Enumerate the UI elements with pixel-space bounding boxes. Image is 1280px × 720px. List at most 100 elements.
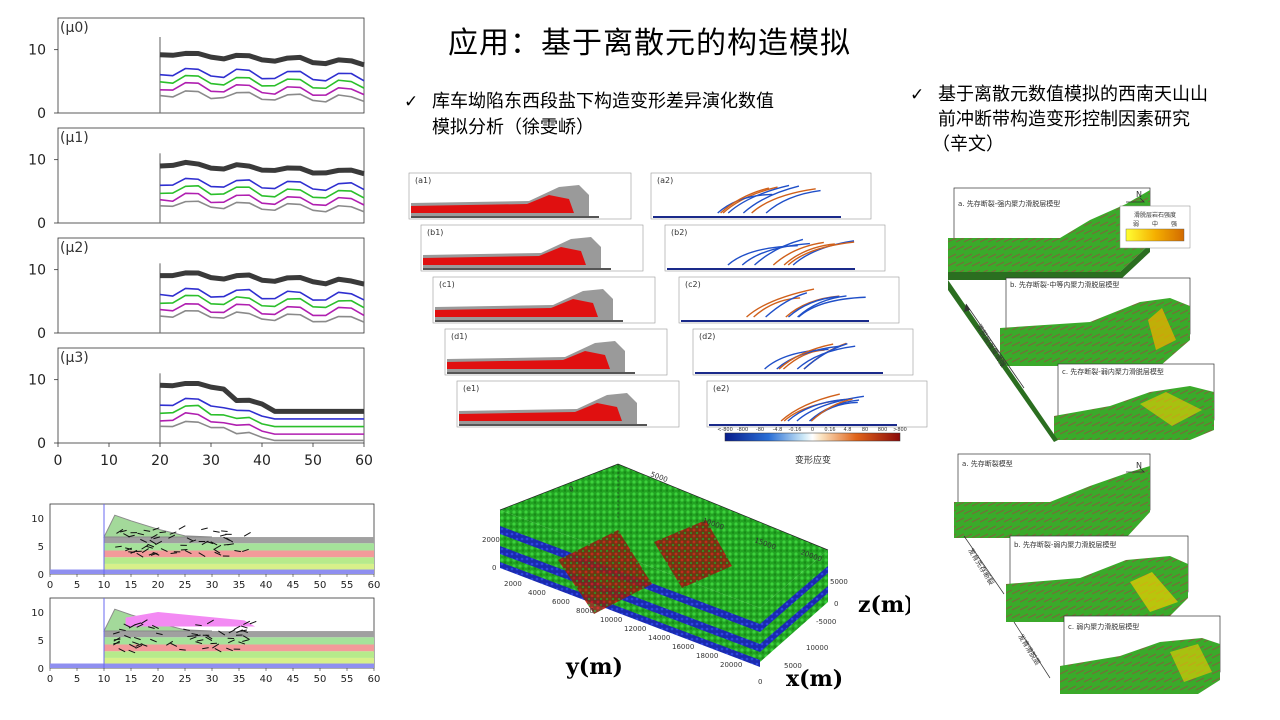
velocity-vector	[243, 531, 251, 537]
colorbar-tick: -0.16	[789, 427, 802, 433]
slide-title: 应用：基于离散元的构造模拟	[448, 26, 851, 61]
x-tick-label: 20	[152, 674, 165, 685]
velocity-vector	[155, 540, 163, 546]
strain-band	[783, 243, 835, 266]
axis-label-y: y(m)	[565, 654, 623, 680]
velocity-vector	[206, 619, 214, 625]
y-tick-label: 0	[38, 664, 44, 675]
strain-band	[798, 296, 866, 318]
bullet-right: ✓ 基于离散元数值模拟的西南天山山 前冲断带构造变形控制因素研究 （辛文）	[910, 84, 1270, 158]
velocity-vector	[124, 634, 131, 639]
velocity-vector	[151, 624, 159, 630]
sim-pink-zone	[125, 612, 256, 627]
strain-band	[727, 184, 790, 214]
front-tick-label: 14000	[648, 634, 670, 642]
side-label-faults: 发育先存断裂	[966, 546, 996, 586]
sim-panel-label: (b1)	[427, 228, 443, 237]
velocity-vector	[136, 623, 144, 628]
velocity-vector	[156, 632, 163, 636]
x-tick-label: 0	[47, 674, 53, 685]
velocity-vector	[135, 643, 143, 647]
x-tick-label: 10000	[806, 644, 828, 652]
sim-salt-red	[447, 351, 610, 369]
sim-panel-label: (c1)	[439, 280, 455, 289]
x-tick-label: 0	[47, 580, 53, 591]
north-arrow-icon	[1126, 197, 1145, 203]
x-tick-label: 60	[368, 580, 380, 591]
basement-layer	[50, 663, 374, 668]
label-block-a: a. 先存断裂-强内聚力滑脱层模型	[958, 199, 1060, 208]
legend-weak: 弱	[1133, 221, 1139, 228]
front-tick-label: 8000	[576, 607, 594, 615]
x-tick-label: 10	[98, 674, 111, 685]
velocity-vector	[226, 647, 233, 652]
velocity-vector	[168, 534, 176, 539]
velocity-vector	[150, 534, 158, 539]
velocity-vector	[189, 636, 197, 640]
strata-line	[159, 309, 365, 323]
sim-band	[104, 651, 374, 658]
velocity-vector	[234, 549, 241, 553]
front-tick-label: 18000	[696, 652, 718, 660]
sim-band	[104, 543, 374, 551]
strata-line	[159, 81, 365, 96]
y-tick-label: 5	[38, 636, 44, 647]
velocity-vector	[180, 548, 188, 551]
top-tick-label: 0	[568, 485, 575, 494]
right-bottom-figure: a. 先存断裂模型 b. 先存断裂-弱内聚力滑脱层模型 c. 弱内聚力滑脱层模型…	[954, 453, 1221, 694]
blue-layer-left-2	[500, 546, 760, 652]
strata-line	[159, 303, 365, 317]
velocity-vector	[212, 643, 220, 649]
velocity-vector	[198, 552, 206, 558]
strength-arrow-line	[965, 303, 1025, 389]
model-top-surface	[500, 464, 828, 608]
velocity-vector	[195, 624, 202, 627]
velocity-vector	[243, 620, 251, 625]
model-panel-frame	[57, 127, 365, 224]
x-tick-label: 30	[202, 453, 220, 469]
model-3d: 0500010000150002000020000200040006000800…	[482, 463, 910, 692]
sim-salt-red	[423, 247, 586, 265]
velocity-vector	[179, 648, 186, 651]
velocity-vector	[141, 548, 149, 554]
colorbar-tick: <-800	[717, 427, 733, 433]
front-tick-label: 10000	[600, 616, 622, 624]
velocity-vector	[240, 625, 248, 629]
strata-line	[159, 404, 364, 428]
velocity-vector	[159, 531, 167, 534]
legend-gradient	[1125, 228, 1185, 242]
velocity-vector	[170, 552, 178, 555]
strain-band	[746, 288, 815, 318]
velocity-vector	[113, 642, 120, 645]
label-block-c2: c. 弱内聚力滑脱层模型	[1068, 622, 1139, 631]
right-tick-label: 5000	[830, 578, 848, 586]
velocity-vector	[153, 536, 161, 540]
x-tick-label: 25	[179, 580, 192, 591]
strain-colorbar	[724, 432, 901, 442]
velocity-vector	[194, 634, 201, 637]
side-label-detachment: 发育滑脱层	[1016, 632, 1042, 666]
axis-label-z: z(m)	[858, 592, 910, 618]
strain-band	[780, 393, 840, 422]
velocity-vector	[206, 541, 214, 545]
sim-panel-label: (a2)	[657, 176, 673, 185]
x-tick-label: 30	[206, 580, 219, 591]
x-tick-label: 20	[152, 580, 165, 591]
strain-band	[787, 398, 845, 422]
x-tick-label: 0	[758, 678, 762, 686]
x-tick-label: 45	[287, 674, 300, 685]
y-tick-label: 10	[28, 153, 46, 169]
check-icon: ✓	[910, 85, 925, 105]
strata-line	[159, 411, 364, 435]
velocity-vector	[125, 547, 132, 550]
strain-band	[720, 187, 770, 214]
strain-band	[796, 345, 856, 370]
colorbar-tick: -4.8	[773, 427, 783, 433]
strain-band	[810, 398, 853, 422]
colorbar-tick: 4.8	[844, 427, 852, 433]
right-top-figure: a. 先存断裂-强内聚力滑脱层模型 b. 先存断裂-中等内聚力滑脱层模型 c. …	[948, 187, 1215, 442]
y-tick-label: 10	[28, 373, 46, 389]
strain-band	[803, 343, 848, 370]
sim-band	[104, 637, 374, 645]
label-block-b2: b. 先存断裂-弱内聚力滑脱层模型	[1014, 540, 1116, 549]
